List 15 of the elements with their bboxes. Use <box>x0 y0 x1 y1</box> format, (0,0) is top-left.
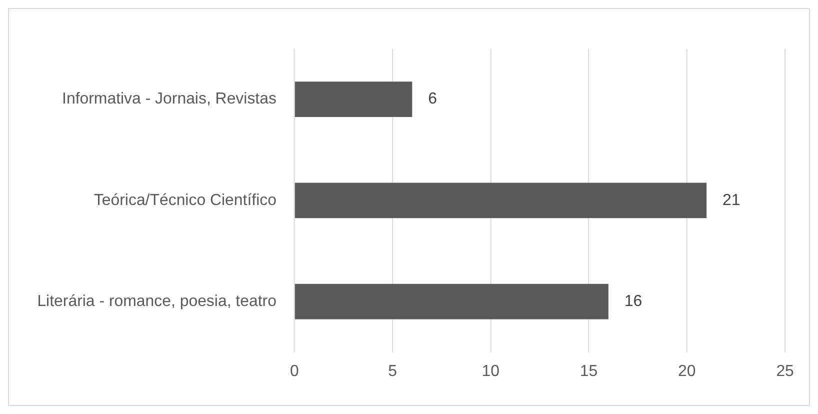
y-tick-label: Literária - romance, poesia, teatro <box>37 292 277 310</box>
data-label: 6 <box>428 90 438 108</box>
data-label: 16 <box>624 292 642 310</box>
x-tick-label: 25 <box>776 362 794 380</box>
data-label: 21 <box>722 192 740 209</box>
y-tick-label: Informativa - Jornais, Revistas <box>62 90 276 108</box>
bar <box>294 82 412 118</box>
y-tick-label: Teórica/Técnico Científico <box>94 192 277 209</box>
x-tick-label: 5 <box>388 362 398 380</box>
x-tick-label: 20 <box>678 362 696 380</box>
x-tick-label: 0 <box>290 362 299 380</box>
bar <box>294 182 707 218</box>
bar <box>294 284 608 320</box>
x-tick-label: 15 <box>580 362 598 380</box>
x-tick-label: 10 <box>482 362 500 380</box>
